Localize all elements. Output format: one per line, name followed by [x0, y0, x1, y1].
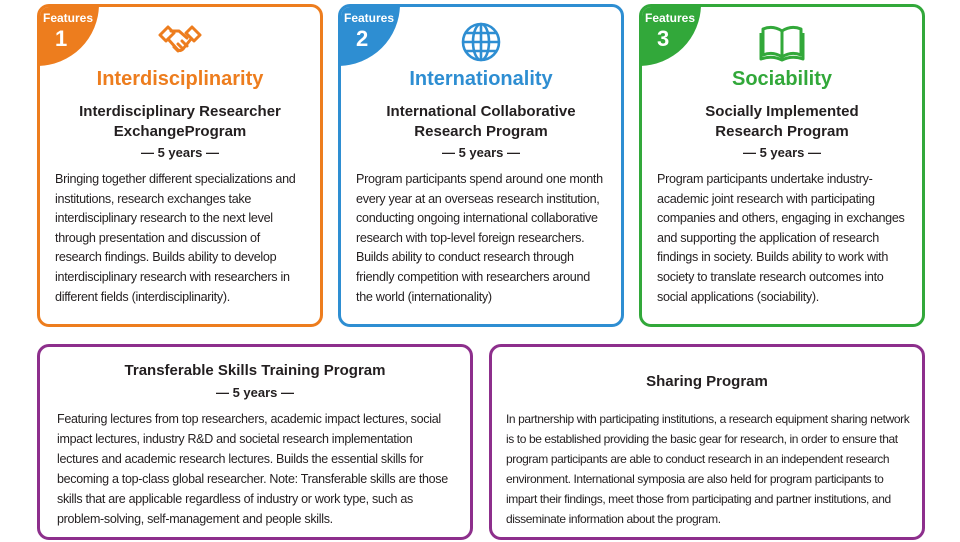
feature-keyword: Internationality [409, 68, 553, 90]
feature-badge: Features 2 [341, 7, 400, 66]
program-duration: — 5 years — [140, 145, 220, 160]
program-description: Featuring lectures from top researchers,… [57, 412, 448, 526]
program-title: Sharing Program [646, 373, 768, 390]
program-title: Socially Implemented Research Program [650, 102, 914, 142]
feature-badge-label: Features [43, 11, 94, 25]
sharing-program-card: Sharing Program In partnership with part… [489, 344, 925, 540]
program-title-line: International Collaborative [386, 103, 576, 120]
handshake-icon [158, 25, 202, 53]
feature-badge-number: 2 [356, 26, 369, 51]
program-title: Transferable Skills Training Program [124, 362, 386, 379]
program-title: Interdisciplinary Researcher ExchangePro… [48, 102, 312, 142]
program-description: Program participants spend around one mo… [356, 172, 603, 304]
feature-badge: Features 3 [642, 7, 701, 66]
feature-badge-number: 1 [55, 26, 68, 51]
feature-badge-label: Features [344, 11, 395, 25]
globe-icon [461, 22, 501, 62]
program-description: In partnership with participating instit… [506, 412, 910, 526]
feature-card-sociability: Features 3 Sociability Socially Implemen… [639, 4, 925, 327]
feature-card-interdisciplinarity: Features 1 Interdisciplinarity Interdisc… [37, 4, 323, 327]
feature-badge-number: 3 [657, 26, 670, 51]
program-duration: — 5 years — [441, 145, 521, 160]
program-duration: — 5 years — [215, 385, 295, 400]
program-title: International Collaborative Research Pro… [349, 102, 613, 142]
feature-keyword: Sociability [731, 68, 833, 90]
program-title-line: Socially Implemented [705, 103, 859, 120]
program-description: Program participants undertake industry-… [657, 172, 905, 304]
feature-card-internationality: Features 2 Internationality Internationa… [338, 4, 624, 327]
program-title-line: Research Program [414, 123, 548, 140]
program-title-line: ExchangeProgram [113, 123, 247, 140]
feature-keyword: Interdisciplinarity [96, 68, 264, 90]
transferable-skills-card: Transferable Skills Training Program — 5… [37, 344, 473, 540]
program-duration: — 5 years — [742, 145, 822, 160]
program-title-line: Interdisciplinary Researcher [79, 103, 281, 120]
program-title-line: Research Program [715, 123, 849, 140]
open-book-icon [759, 25, 805, 62]
feature-badge-label: Features [645, 11, 696, 25]
feature-badge: Features 1 [40, 7, 99, 66]
program-description: Bringing together different specializati… [55, 172, 296, 304]
